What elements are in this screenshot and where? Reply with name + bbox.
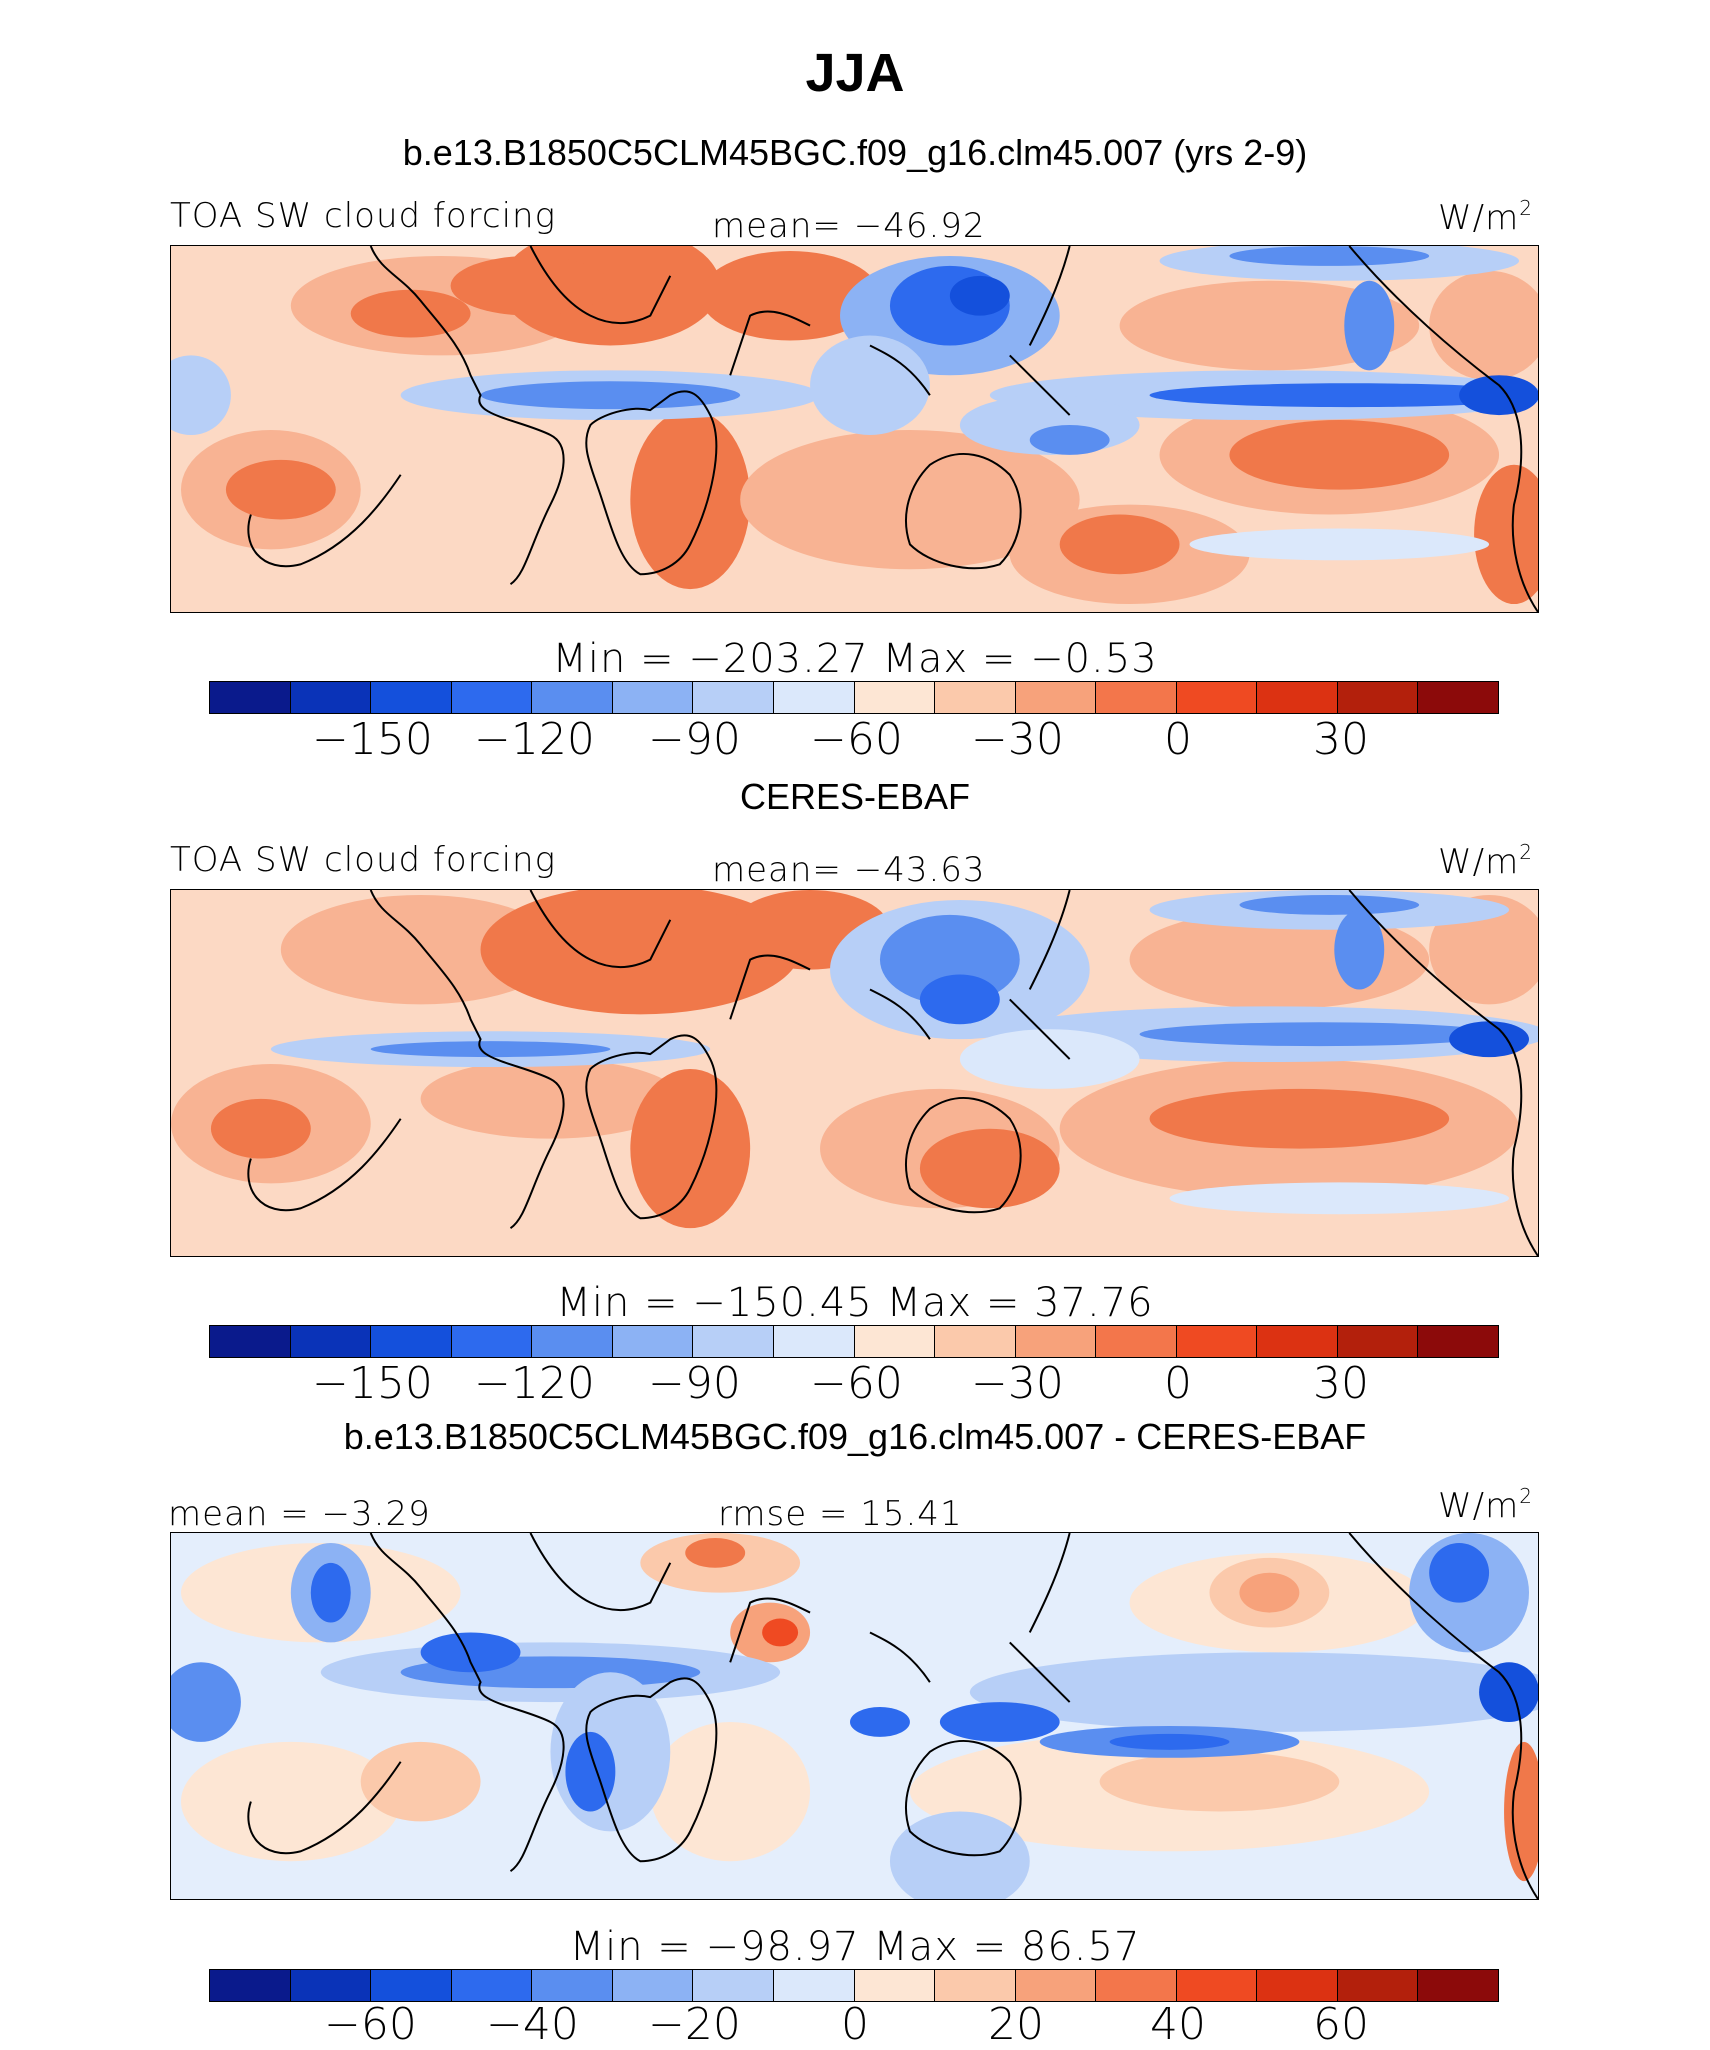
colorbar-swatch [612, 1326, 694, 1357]
panel3-tick-label: 20 [988, 1999, 1044, 2050]
colorbar-swatch [1096, 682, 1177, 713]
colorbar-swatch [854, 1326, 936, 1357]
colorbar-swatch [935, 1326, 1016, 1357]
colorbar-swatch [451, 1970, 533, 2001]
panel2-tick-label: −30 [971, 1358, 1064, 1409]
colorbar-swatch [1257, 682, 1338, 713]
colorbar-swatch [371, 682, 452, 713]
colorbar-swatch [693, 1326, 774, 1357]
panel3-tick-label: 0 [841, 1999, 869, 2050]
panel3-tick-label: 60 [1313, 1999, 1369, 2050]
panel1-units-label: W/m2 [1438, 196, 1533, 238]
panel1-tick-label: −30 [971, 714, 1064, 765]
panel2-tick-label: 30 [1313, 1358, 1369, 1409]
panel2-mean-label: mean= −43.63 [712, 850, 986, 890]
colorbar-swatch [1418, 1970, 1498, 2001]
colorbar-swatch [1257, 1326, 1338, 1357]
panel2-tick-label: −120 [474, 1358, 595, 1409]
panel2-map [170, 889, 1539, 1257]
colorbar-swatch [371, 1326, 452, 1357]
colorbar-swatch [1096, 1326, 1177, 1357]
diff-subtitle: b.e13.B1850C5CLM45BGC.f09_g16.clm45.007 … [343, 1416, 1367, 1457]
panel2-minmax: Min = −150.45 Max = 37.76 [556, 1280, 1154, 1326]
obs-subtitle: CERES-EBAF [739, 776, 971, 817]
colorbar-swatch [210, 682, 291, 713]
colorbar-swatch [451, 682, 533, 713]
colorbar-swatch [935, 1970, 1016, 2001]
panel2-tick-label: −150 [312, 1358, 433, 1409]
colorbar-swatch [210, 1970, 291, 2001]
colorbar-swatch [1418, 1326, 1498, 1357]
panel3-colorbar [209, 1969, 1499, 2002]
panel3-tick-label: 40 [1150, 1999, 1206, 2050]
panel1-tick-label: −120 [474, 714, 595, 765]
colorbar-swatch [1337, 1970, 1419, 2001]
colorbar-swatch [693, 682, 774, 713]
colorbar-swatch [532, 682, 613, 713]
colorbar-swatch [1015, 682, 1097, 713]
panel2-units-label: W/m2 [1438, 840, 1533, 882]
colorbar-swatch [1337, 1326, 1419, 1357]
panel1-tick-label: −150 [312, 714, 433, 765]
colorbar-swatch [210, 1326, 291, 1357]
colorbar-swatch [773, 682, 855, 713]
panel3-tick-label: −60 [324, 1999, 417, 2050]
panel3-map [170, 1532, 1539, 1900]
panel1-variable-label: TOA SW cloud forcing [170, 196, 556, 236]
colorbar-swatch [1337, 682, 1419, 713]
panel2-tick-label: 0 [1164, 1358, 1192, 1409]
colorbar-swatch [612, 1970, 694, 2001]
colorbar-swatch [451, 1326, 533, 1357]
panel1-tick-label: 0 [1164, 714, 1192, 765]
panel3-map-plot [171, 1533, 1538, 1899]
panel1-minmax: Min = −203.27 Max = −0.53 [552, 636, 1158, 682]
colorbar-swatch [773, 1326, 855, 1357]
colorbar-swatch [1176, 1970, 1258, 2001]
colorbar-swatch [1015, 1970, 1097, 2001]
colorbar-swatch [1176, 682, 1258, 713]
panel1-tick-label: −90 [648, 714, 741, 765]
panel3-mean-label: mean = −3.29 [168, 1494, 431, 1534]
colorbar-swatch [935, 682, 1016, 713]
colorbar-swatch [290, 1326, 372, 1357]
colorbar-swatch [1176, 1326, 1258, 1357]
panel1-colorbar [209, 681, 1499, 714]
colorbar-swatch [532, 1970, 613, 2001]
panel1-map [170, 245, 1539, 613]
colorbar-swatch [612, 682, 694, 713]
case-subtitle: b.e13.B1850C5CLM45BGC.f09_g16.clm45.007 … [402, 132, 1308, 173]
colorbar-swatch [1015, 1326, 1097, 1357]
panel2-map-plot [171, 890, 1538, 1256]
figure-title: JJA [805, 43, 905, 103]
panel1-tick-label: 30 [1313, 714, 1369, 765]
colorbar-swatch [290, 1970, 372, 2001]
panel1-mean-label: mean= −46.92 [712, 206, 986, 246]
panel1-tick-label: −60 [810, 714, 903, 765]
panel2-tick-label: −60 [810, 1358, 903, 1409]
colorbar-swatch [693, 1970, 774, 2001]
colorbar-swatch [854, 1970, 936, 2001]
panel3-tick-label: −20 [648, 1999, 741, 2050]
colorbar-swatch [290, 682, 372, 713]
colorbar-swatch [1096, 1970, 1177, 2001]
panel3-tick-label: −40 [486, 1999, 579, 2050]
panel2-colorbar [209, 1325, 1499, 1358]
panel2-variable-label: TOA SW cloud forcing [170, 840, 556, 880]
panel3-rmse-label: rmse = 15.41 [718, 1494, 963, 1534]
panel3-minmax: Min = −98.97 Max = 86.57 [569, 1924, 1141, 1970]
colorbar-swatch [773, 1970, 855, 2001]
panel3-units-label: W/m2 [1438, 1484, 1533, 1526]
colorbar-swatch [1418, 682, 1498, 713]
panel2-tick-label: −90 [648, 1358, 741, 1409]
colorbar-swatch [1257, 1970, 1338, 2001]
colorbar-swatch [532, 1326, 613, 1357]
colorbar-swatch [854, 682, 936, 713]
panel1-map-plot [171, 246, 1538, 612]
colorbar-swatch [371, 1970, 452, 2001]
